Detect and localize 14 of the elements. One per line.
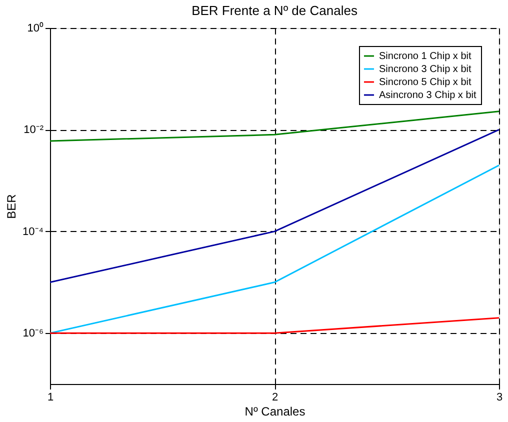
x-tick-label: 2 [272,392,278,404]
y-axis-title: BER [4,194,19,219]
y-tick-label: 10⁻⁶ [22,328,44,340]
y-tick-label: 10⁻⁴ [22,226,44,238]
legend-label: Sincrono 3 Chip x bit [379,64,472,75]
x-tick-label: 1 [47,392,54,404]
legend-label: Sincrono 5 Chip x bit [379,77,472,88]
legend-label: Asincrono 3 Chip x bit [379,90,476,101]
x-axis-title: Nº Canales [244,404,306,418]
legend-label: Sincrono 1 Chip x bit [379,51,472,62]
y-tick-label: 10⁻² [24,124,44,136]
chart-title: BER Frente a Nº de Canales [192,3,358,18]
y-tick-label: 10⁰ [27,22,44,34]
x-tick-label: 3 [496,392,503,404]
